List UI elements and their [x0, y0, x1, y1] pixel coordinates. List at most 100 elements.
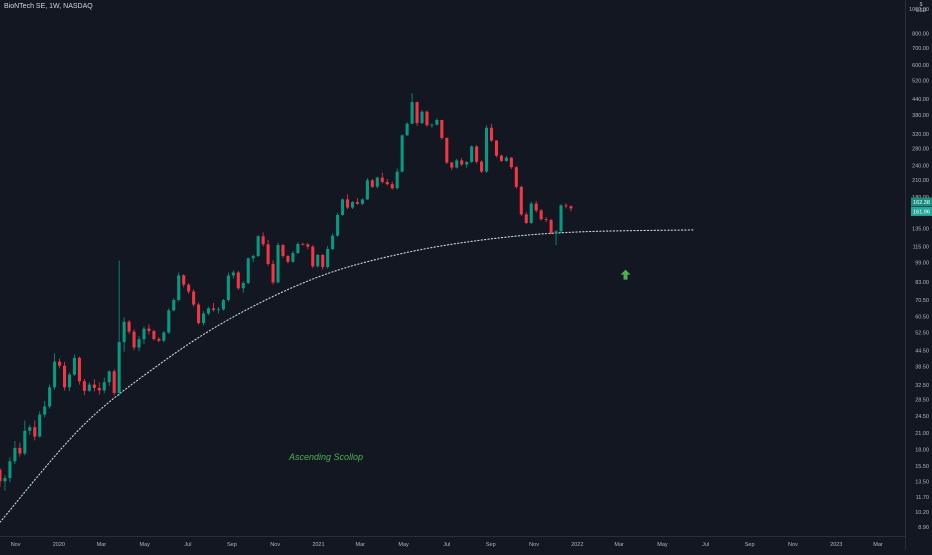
symbol-title[interactable]: BioNTech SE, 1W, NASDAQ — [4, 3, 93, 10]
candle[interactable] — [425, 110, 429, 127]
candle[interactable] — [102, 377, 106, 394]
candle[interactable] — [569, 205, 573, 212]
candle[interactable] — [241, 280, 245, 293]
candle[interactable] — [465, 161, 469, 168]
candle[interactable] — [480, 160, 484, 174]
candle[interactable] — [489, 123, 494, 142]
currency-label[interactable]: $ USD — [912, 2, 930, 14]
candle[interactable] — [390, 181, 394, 190]
candle[interactable] — [58, 358, 62, 369]
candle[interactable] — [97, 382, 101, 395]
candle[interactable] — [504, 155, 508, 162]
candle[interactable] — [350, 200, 355, 209]
candle[interactable] — [301, 242, 305, 246]
last-price-tag[interactable]: 162.38 — [911, 197, 932, 207]
candle[interactable] — [28, 424, 32, 435]
candle[interactable] — [87, 382, 91, 392]
candle[interactable] — [405, 122, 409, 136]
candle[interactable] — [514, 166, 518, 189]
candle[interactable] — [380, 172, 384, 184]
candle[interactable] — [256, 234, 260, 258]
candle[interactable] — [375, 176, 379, 189]
candle[interactable] — [360, 198, 364, 206]
candle[interactable] — [38, 411, 42, 438]
candle[interactable] — [345, 194, 350, 210]
candle[interactable] — [8, 457, 12, 483]
candle[interactable] — [370, 178, 374, 189]
candle[interactable] — [211, 302, 216, 312]
candle[interactable] — [415, 101, 419, 126]
candle[interactable] — [142, 326, 146, 344]
candle[interactable] — [147, 324, 151, 335]
candle[interactable] — [23, 420, 27, 456]
candle[interactable] — [435, 118, 439, 126]
candle[interactable] — [236, 270, 240, 290]
candle[interactable] — [316, 253, 320, 268]
candle[interactable] — [261, 232, 265, 247]
candle[interactable] — [485, 125, 489, 173]
candle[interactable] — [549, 218, 553, 235]
candle[interactable] — [460, 158, 464, 167]
candle[interactable] — [420, 110, 424, 124]
candle[interactable] — [112, 369, 116, 396]
candle[interactable] — [326, 245, 330, 269]
candle[interactable] — [341, 198, 345, 216]
candle[interactable] — [202, 311, 206, 326]
candle[interactable] — [445, 137, 449, 164]
candle[interactable] — [524, 212, 528, 225]
candle[interactable] — [395, 168, 399, 190]
candle[interactable] — [529, 201, 533, 225]
candle[interactable] — [187, 283, 191, 294]
candle[interactable] — [117, 260, 121, 397]
up-arrow-icon[interactable] — [620, 269, 631, 280]
candle[interactable] — [226, 272, 230, 302]
candle[interactable] — [559, 203, 563, 234]
candle[interactable] — [177, 272, 181, 302]
candle[interactable] — [365, 178, 369, 200]
price-axis-area[interactable] — [905, 0, 932, 550]
countdown-tag[interactable]: 161.96 — [911, 206, 932, 216]
candle[interactable] — [192, 289, 196, 307]
candle[interactable] — [385, 179, 389, 186]
candle[interactable] — [127, 320, 131, 335]
candle[interactable] — [251, 254, 255, 263]
candle[interactable] — [137, 336, 141, 352]
candle[interactable] — [43, 400, 47, 418]
candle[interactable] — [554, 229, 558, 246]
candle[interactable] — [455, 158, 459, 169]
candle[interactable] — [271, 260, 275, 285]
candle[interactable] — [286, 254, 290, 264]
candle[interactable] — [499, 154, 503, 163]
candle[interactable] — [167, 308, 171, 334]
candle[interactable] — [82, 378, 86, 396]
candle[interactable] — [564, 203, 568, 209]
candle[interactable] — [266, 239, 270, 266]
candle[interactable] — [231, 270, 235, 279]
candle[interactable] — [216, 307, 220, 314]
ascending-scallop-curve[interactable] — [0, 229, 695, 523]
candle[interactable] — [172, 298, 176, 312]
candle[interactable] — [430, 123, 434, 128]
candle[interactable] — [410, 93, 414, 125]
candle[interactable] — [182, 274, 186, 288]
candle[interactable] — [281, 243, 285, 258]
candle[interactable] — [355, 198, 359, 205]
candle[interactable] — [306, 243, 310, 250]
candle[interactable] — [534, 201, 538, 213]
candle[interactable] — [509, 157, 513, 169]
candle[interactable] — [18, 442, 22, 457]
candle[interactable] — [48, 384, 52, 409]
candle[interactable] — [311, 245, 315, 269]
time-axis[interactable]: Nov 2020 Mar May Jul Sep Nov 2021 Mar May Jul Sep No… — [11, 542, 883, 548]
candle[interactable] — [152, 329, 156, 341]
candle[interactable] — [122, 317, 126, 352]
candle[interactable] — [206, 306, 211, 316]
candle[interactable] — [77, 356, 81, 385]
candle[interactable] — [157, 336, 161, 343]
candle[interactable] — [246, 257, 250, 285]
candle[interactable] — [400, 134, 404, 173]
candle[interactable] — [92, 379, 96, 392]
candle[interactable] — [321, 253, 325, 270]
candle[interactable] — [336, 212, 340, 237]
candle[interactable] — [67, 372, 72, 392]
